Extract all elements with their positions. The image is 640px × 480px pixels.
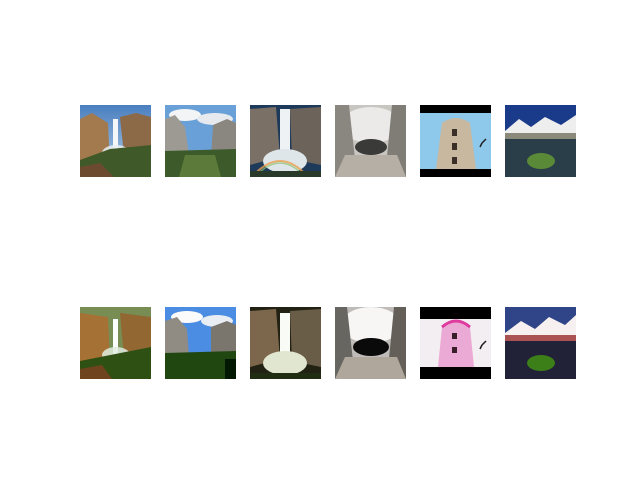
thumbnail-valley-cliffs-reconstruction bbox=[165, 307, 236, 379]
thumbnail-fisheye-sky bbox=[335, 105, 406, 177]
original-row bbox=[0, 105, 640, 177]
thumbnail-waterfall-rainbow bbox=[250, 105, 321, 177]
thumbnail-fisheye-sky-reconstruction bbox=[335, 307, 406, 379]
thumbnail-waterfall-cliff bbox=[80, 105, 151, 177]
thumbnail-round-tower-reconstruction bbox=[420, 307, 491, 379]
thumbnail-mountain-lake bbox=[505, 105, 576, 177]
reconstruction-row bbox=[0, 307, 640, 379]
thumbnail-mountain-lake-reconstruction bbox=[505, 307, 576, 379]
thumbnail-waterfall-rainbow-reconstruction bbox=[250, 307, 321, 379]
thumbnail-round-tower bbox=[420, 105, 491, 177]
thumbnail-waterfall-cliff-reconstruction bbox=[80, 307, 151, 379]
thumbnail-valley-cliffs bbox=[165, 105, 236, 177]
